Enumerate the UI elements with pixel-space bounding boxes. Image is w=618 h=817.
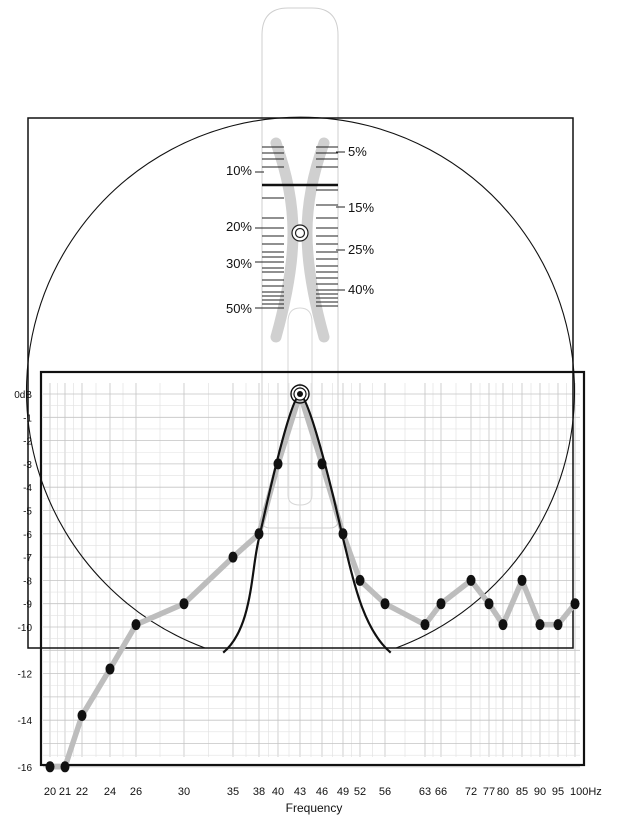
data-point: [338, 528, 348, 540]
y-tick-label: -1: [23, 413, 32, 424]
tick-labels: 20 21 22 24 26 30 35 38 40 43 46 49 52 56 63 66 72 77 80 85…: [14, 390, 602, 798]
gauge-label-right: 5%: [348, 144, 367, 159]
gauge-label-left: 10%: [226, 163, 252, 178]
x-tick-label: 77: [483, 786, 495, 798]
data-point: [131, 619, 141, 631]
chart-frames: [25, 116, 586, 767]
y-tick-label: -14: [18, 716, 33, 727]
gauge-label-left: 50%: [226, 301, 252, 316]
gauge-label-right: 15%: [348, 200, 374, 215]
gauge-label-left: 20%: [226, 219, 252, 234]
gauge-label-right: 25%: [348, 242, 374, 257]
y-tick-label: -5: [23, 507, 32, 518]
data-point: [105, 663, 115, 675]
y-tick-label: -9: [23, 600, 32, 611]
data-point: [45, 761, 55, 773]
y-tick-label: -7: [23, 553, 32, 564]
x-tick-label: 66: [435, 786, 447, 798]
y-tick-label: 0dB: [14, 390, 32, 401]
grid: [43, 383, 580, 768]
protractor-circle: [25, 116, 576, 649]
y-tick-label: -16: [18, 763, 33, 774]
x-tick-label: 43: [294, 786, 306, 798]
data-point: [228, 551, 238, 563]
x-tick-label: 38: [253, 786, 265, 798]
x-tick-label: 100Hz: [570, 786, 602, 798]
data-point: [77, 710, 87, 722]
peak-marker-dot: [297, 391, 303, 397]
x-tick-label: 95: [552, 786, 564, 798]
x-tick-label: 90: [534, 786, 546, 798]
bandwidth-gauge-overlay: 10% 20% 30% 50% 5% 15% 25% 40%: [226, 7, 374, 529]
data-point: [484, 598, 494, 610]
gauge-label-right: 40%: [348, 282, 374, 297]
series-layer: [45, 384, 580, 773]
y-tick-label: -8: [23, 576, 32, 587]
y-tick-label: -4: [23, 483, 32, 494]
gauge-x-arm-right: [301, 137, 330, 343]
data-point: [553, 619, 563, 631]
data-point: [254, 528, 264, 540]
x-tick-label: 20: [44, 786, 56, 798]
x-tick-label: 56: [379, 786, 391, 798]
x-tick-label: 30: [178, 786, 190, 798]
data-point: [498, 619, 508, 631]
data-point: [380, 598, 390, 610]
gauge-slider-slot: [287, 307, 313, 506]
x-tick-label: 26: [130, 786, 142, 798]
data-point: [179, 598, 189, 610]
x-tick-label: 24: [104, 786, 116, 798]
plot-frame: [39, 370, 586, 767]
x-tick-label: 52: [354, 786, 366, 798]
data-point: [60, 761, 70, 773]
x-tick-label: 49: [337, 786, 349, 798]
x-tick-label: 21: [59, 786, 71, 798]
x-tick-label: 63: [419, 786, 431, 798]
x-tick-label: 72: [465, 786, 477, 798]
x-tick-label: 22: [76, 786, 88, 798]
peak-marker-outer: [290, 384, 310, 404]
y-tick-label: -2: [23, 437, 32, 448]
gauge-label-left: 30%: [226, 256, 252, 271]
x-tick-label: 85: [516, 786, 528, 798]
y-tick-label: -6: [23, 530, 32, 541]
y-tick-label: -3: [23, 460, 32, 471]
gauge-target-inner: [294, 227, 306, 239]
data-point: [436, 598, 446, 610]
x-tick-label: 35: [227, 786, 239, 798]
upper-frame: [27, 117, 574, 649]
data-point: [355, 574, 365, 586]
data-point: [535, 619, 545, 631]
data-point: [517, 574, 527, 586]
data-point: [317, 458, 327, 470]
data-point: [466, 574, 476, 586]
data-point: [273, 458, 283, 470]
data-point: [420, 619, 430, 631]
x-tick-label: 46: [316, 786, 328, 798]
x-tick-label: 40: [272, 786, 284, 798]
x-tick-label: 80: [497, 786, 509, 798]
resonance-curve: [222, 392, 392, 654]
data-point: [570, 598, 580, 610]
y-tick-label: -12: [18, 670, 33, 681]
y-tick-label: -10: [18, 623, 33, 634]
x-axis-title: Frequency: [286, 801, 343, 815]
